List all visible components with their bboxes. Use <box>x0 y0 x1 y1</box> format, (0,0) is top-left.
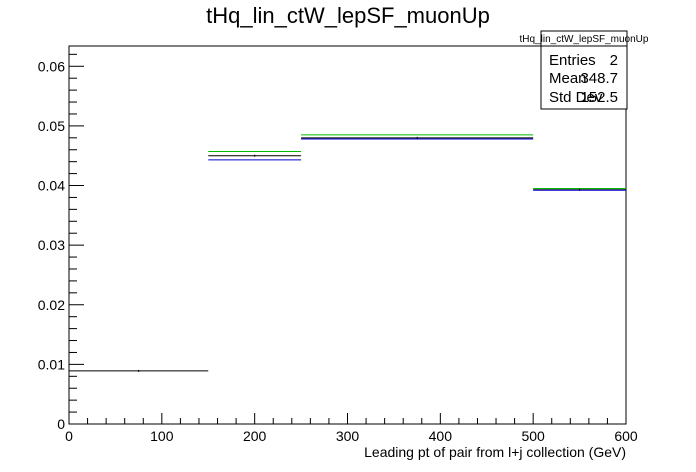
x-tick-label: 600 <box>614 428 638 444</box>
stats-box-body <box>540 45 628 110</box>
stats-mean-value: 348.7 <box>580 70 618 87</box>
x-tick-label: 200 <box>243 428 267 444</box>
stats-stddev-label: Std Dev <box>549 89 603 106</box>
stats-entries-label: Entries <box>549 52 596 69</box>
y-tick-label: 0.05 <box>38 118 65 134</box>
y-axis: 0 0.01 0.02 0.03 0.04 0.05 0.06 <box>38 53 84 432</box>
x-tick-label: 300 <box>336 428 360 444</box>
x-tick-label: 400 <box>429 428 453 444</box>
stats-box: tHq_lin_ctW_lepSF_muonUp Entries 2 Mean … <box>520 30 649 110</box>
stats-mean-label: Mean <box>549 70 587 87</box>
x-tick-label: 100 <box>150 428 174 444</box>
y-tick-label: 0.04 <box>38 178 65 194</box>
stats-entries-value: 2 <box>610 52 618 69</box>
x-axis-title: Leading pt of pair from l+j collection (… <box>364 444 626 460</box>
x-tick-label: 500 <box>521 428 545 444</box>
y-tick-label: 0.06 <box>38 58 65 74</box>
x-tick-label: 0 <box>65 428 73 444</box>
series-layer <box>69 134 626 372</box>
stats-box-title: tHq_lin_ctW_lepSF_muonUp <box>520 34 649 45</box>
series-1 <box>208 138 626 191</box>
stats-stddev-value: 152.5 <box>580 89 618 106</box>
y-tick-label: 0 <box>57 416 65 432</box>
y-tick-label: 0.02 <box>38 297 65 313</box>
chart-title: tHq_lin_ctW_lepSF_muonUp <box>206 3 490 28</box>
series-2 <box>208 134 626 189</box>
y-tick-label: 0.01 <box>38 356 65 372</box>
series-0 <box>69 137 626 372</box>
y-tick-label: 0.03 <box>38 237 65 253</box>
x-axis: 0 100 200 300 400 500 600 <box>65 413 638 444</box>
